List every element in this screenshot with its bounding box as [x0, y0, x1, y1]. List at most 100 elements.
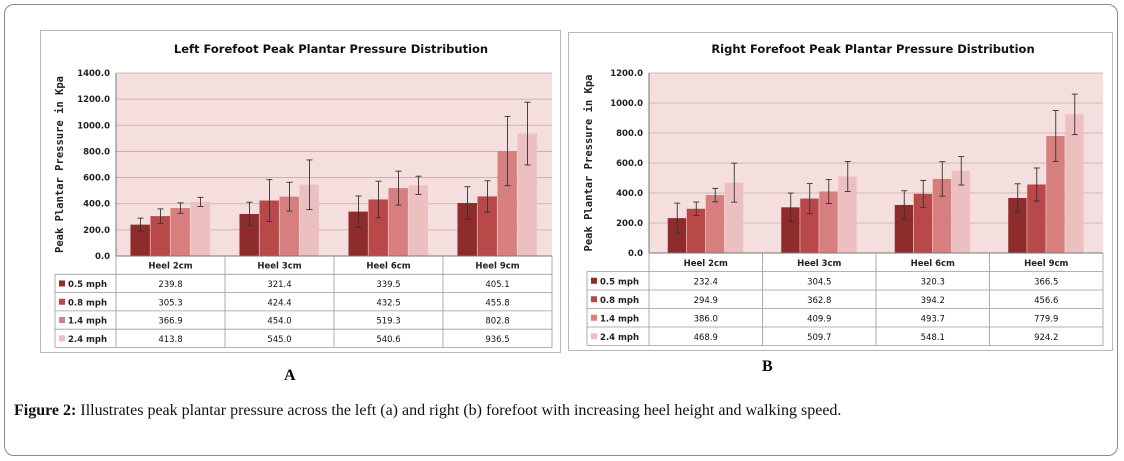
y-tick-label: 1000.0 [610, 99, 643, 109]
figure-caption: Figure 2: Illustrates peak plantar press… [14, 402, 841, 420]
y-tick-label: 1000.0 [77, 121, 110, 131]
legend-label: 1.4 mph [600, 314, 639, 324]
bar [932, 178, 952, 253]
y-tick-label: 800.0 [616, 129, 643, 139]
bar [150, 216, 170, 256]
bar [686, 208, 706, 253]
data-cell-value: 456.6 [1034, 296, 1058, 306]
bar [894, 204, 914, 253]
bar [259, 200, 279, 256]
legend-label: 2.4 mph [68, 335, 107, 345]
bar [388, 188, 408, 256]
legend-label: 0.5 mph [600, 277, 639, 287]
data-cell-value: 339.5 [376, 280, 400, 290]
x-category-label: Heel 2cm [684, 259, 728, 269]
x-category-label: Heel 3cm [797, 259, 841, 269]
y-tick-label: 600.0 [83, 174, 110, 184]
bar [1027, 184, 1046, 253]
data-cell-value: 305.3 [158, 298, 182, 308]
legend-swatch [59, 335, 65, 342]
legend-swatch [591, 333, 597, 340]
data-cell-value: 232.4 [694, 277, 718, 287]
y-tick-label: 1400.0 [77, 69, 110, 79]
bar [838, 176, 857, 253]
data-cell-value: 409.9 [807, 314, 831, 324]
bar [279, 196, 299, 256]
data-cell-value: 362.8 [807, 296, 831, 306]
y-tick-label: 0.0 [95, 252, 110, 262]
legend-label: 2.4 mph [600, 333, 639, 343]
bar [517, 133, 537, 256]
data-cell-value: 493.7 [921, 314, 945, 324]
data-cell-value: 320.3 [921, 277, 945, 287]
legend-label: 1.4 mph [68, 317, 107, 327]
legend-label: 0.8 mph [600, 296, 639, 306]
y-tick-label: 800.0 [83, 147, 110, 157]
data-cell-value: 509.7 [807, 333, 831, 343]
chart-title: Right Forefoot Peak Plantar Pressure Dis… [711, 42, 1034, 56]
y-axis-label: Peak Plantar Pressure in Kpa [583, 74, 595, 251]
legend-swatch [59, 280, 65, 287]
x-category-label: Heel 9cm [1024, 259, 1068, 269]
x-category-label: Heel 9cm [475, 262, 519, 272]
y-tick-label: 1200.0 [77, 95, 110, 105]
data-cell-value: 394.2 [921, 296, 945, 306]
bar [457, 203, 477, 256]
bar [1008, 198, 1027, 253]
data-cell-value: 239.8 [158, 280, 182, 290]
data-cell-value: 455.8 [485, 298, 509, 308]
bar [913, 193, 933, 253]
legend-swatch [591, 314, 597, 321]
chart-panel-right: Right Forefoot Peak Plantar Pressure Dis… [568, 32, 1113, 351]
data-cell-value: 519.3 [376, 317, 400, 327]
bar [705, 195, 725, 253]
data-cell-value: 424.4 [267, 298, 291, 308]
panel-label-a: A [284, 367, 296, 384]
data-cell-value: 545.0 [267, 335, 291, 345]
chart-panel-left: Left Forefoot Peak Plantar Pressure Dist… [40, 30, 561, 353]
y-tick-label: 400.0 [83, 200, 110, 210]
bar [951, 170, 971, 253]
data-cell-value: 779.9 [1034, 314, 1058, 324]
y-tick-label: 200.0 [83, 226, 110, 236]
bar [477, 196, 497, 256]
bar [724, 182, 744, 253]
x-category-label: Heel 3cm [257, 262, 301, 272]
bar [800, 198, 819, 253]
bar [190, 201, 210, 256]
data-cell-value: 802.8 [485, 317, 509, 327]
data-cell-value: 366.9 [158, 317, 182, 327]
legend-swatch [59, 298, 65, 305]
y-axis-label: Peak Plantar Pressure in Kpa [54, 76, 66, 253]
left-forefoot-chart: Left Forefoot Peak Plantar Pressure Dist… [54, 42, 553, 348]
bar [819, 191, 838, 253]
y-tick-label: 600.0 [616, 159, 643, 169]
data-cell-value: 386.0 [694, 314, 718, 324]
data-cell-value: 294.9 [694, 296, 718, 306]
bar [408, 185, 428, 256]
bar [1046, 136, 1065, 253]
x-category-label: Heel 2cm [148, 262, 192, 272]
bar [299, 184, 319, 256]
bar [239, 213, 259, 256]
bar [497, 151, 517, 256]
bar [781, 207, 800, 253]
bar [130, 224, 150, 256]
data-cell-value: 413.8 [158, 335, 182, 345]
bar [348, 211, 368, 256]
panel-label-b: B [762, 358, 773, 375]
x-category-label: Heel 6cm [366, 262, 410, 272]
y-tick-label: 400.0 [616, 189, 643, 199]
data-cell-value: 405.1 [485, 280, 509, 290]
legend-swatch [59, 317, 65, 324]
legend-swatch [591, 296, 597, 303]
data-cell-value: 321.4 [267, 280, 291, 290]
legend-label: 0.8 mph [68, 298, 107, 308]
data-cell-value: 432.5 [376, 298, 400, 308]
data-cell-value: 924.2 [1034, 333, 1058, 343]
y-tick-label: 0.0 [628, 249, 643, 259]
data-cell-value: 936.5 [485, 335, 509, 345]
caption-label: Figure 2: [14, 402, 77, 419]
y-tick-label: 200.0 [616, 219, 643, 229]
bar [1065, 114, 1084, 254]
